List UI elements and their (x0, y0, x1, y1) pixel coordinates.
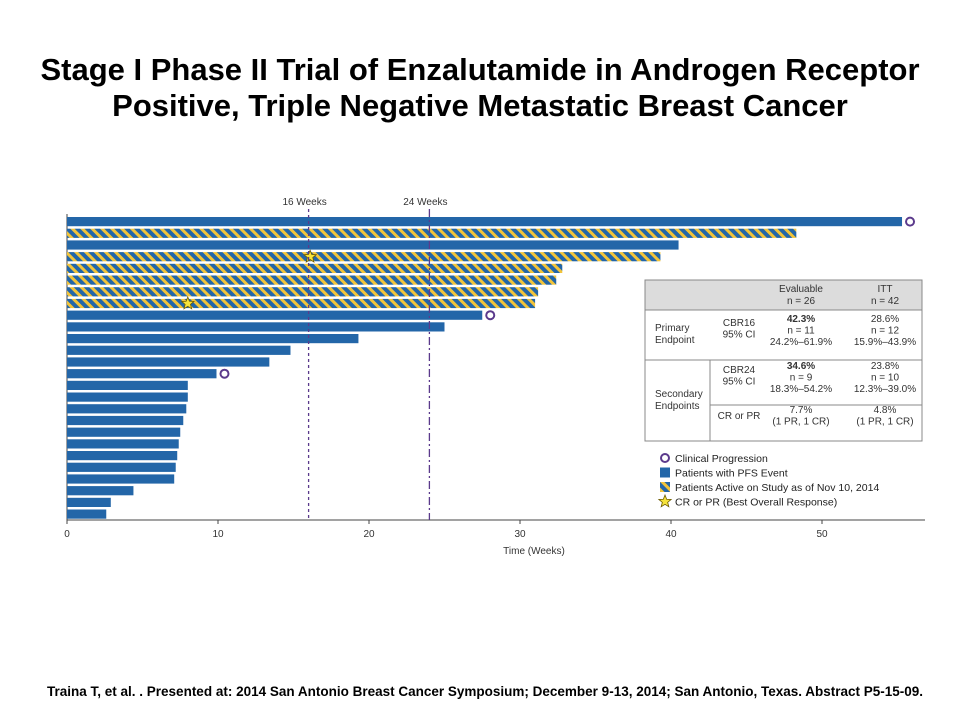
patient-bar (67, 345, 291, 355)
legend-progression-icon (660, 453, 670, 463)
patient-bar (67, 451, 178, 461)
legend-star-icon (657, 493, 673, 508)
table-header-bg (645, 280, 922, 310)
response-star (180, 295, 196, 310)
table-cell-itt: 28.6% (871, 314, 899, 325)
progression-marker (219, 368, 230, 379)
patient-bar (67, 252, 661, 262)
progression-marker (485, 310, 496, 321)
patient-bar (67, 392, 188, 402)
patient-bar (67, 263, 563, 273)
table-group-label: Endpoints (655, 401, 699, 412)
patient-bar (67, 228, 797, 238)
table-metric: CR or PR (718, 411, 761, 422)
reference-line-label: 24 Weeks (403, 197, 447, 208)
legend-label: Clinical Progression (675, 453, 768, 465)
table-cell-itt: (1 PR, 1 CR) (856, 417, 913, 428)
table-cell-evaluable: 7.7% (790, 405, 813, 416)
legend-pfs-swatch (660, 467, 670, 478)
table-cell-evaluable: 18.3%–54.2% (770, 384, 832, 395)
x-axis-label: Time (Weeks) (503, 546, 565, 557)
patient-bar (67, 357, 270, 367)
patient-bar (67, 287, 539, 297)
table-cell-itt: 15.9%–43.9% (854, 337, 916, 348)
x-tick-label: 30 (514, 529, 526, 540)
table-cell-evaluable: 42.3% (787, 314, 815, 325)
patient-bar (67, 369, 217, 379)
x-tick-label: 40 (665, 529, 677, 540)
table-cell-evaluable: 24.2%–61.9% (770, 337, 832, 348)
patient-bar (67, 275, 557, 285)
x-tick-label: 50 (816, 529, 828, 540)
patient-bar (67, 497, 111, 507)
legend-label: Patients with PFS Event (675, 468, 788, 480)
patient-bar (67, 310, 483, 320)
table-cell-evaluable: n = 11 (787, 326, 815, 337)
table-cell-evaluable: n = 9 (790, 373, 813, 384)
patient-bar (67, 474, 175, 484)
legend-label: CR or PR (Best Overall Response) (675, 497, 837, 509)
reference-line-label: 16 Weeks (282, 197, 326, 208)
citation: Traina T, et al. . Presented at: 2014 Sa… (47, 684, 924, 699)
endpoint-table: Evaluable ITT n = 26 n = 42 42.3%n = 1124.2%… (644, 279, 923, 442)
table-metric: CBR24 (723, 365, 756, 376)
patient-bar (67, 486, 134, 496)
patient-bar (67, 380, 188, 390)
table-metric: 95% CI (723, 330, 756, 341)
table-cell-itt: n = 12 (871, 326, 900, 337)
table-metric: 95% CI (723, 377, 756, 388)
table-metric: CBR16 (723, 318, 756, 329)
table-header-evaluable: n = 26 (787, 296, 816, 307)
patient-bar (67, 217, 903, 227)
table-cell-itt: 12.3%–39.0% (854, 384, 916, 395)
x-tick-label: 10 (212, 529, 224, 540)
chart-legend: Clinical Progression Patients with PFS Ev… (657, 453, 879, 509)
table-group-label: Secondary (655, 389, 703, 400)
patient-bar (67, 240, 679, 250)
slide-title: Stage I Phase II Trial of Enzalutamide i… (40, 52, 920, 123)
patient-bar (67, 334, 359, 344)
patient-bar (67, 298, 536, 309)
patient-bar (67, 322, 445, 332)
table-cell-evaluable: (1 PR, 1 CR) (772, 417, 829, 428)
patient-bar (67, 509, 107, 519)
patient-bar (67, 462, 176, 472)
patient-bar (67, 427, 181, 437)
patient-bar (67, 404, 187, 414)
table-cell-itt: n = 10 (871, 373, 900, 384)
patient-bar (67, 415, 184, 426)
table-cell-itt: 4.8% (874, 405, 897, 416)
progression-marker (905, 216, 916, 227)
x-tick-label: 0 (64, 529, 70, 540)
table-header-evaluable: Evaluable (779, 284, 823, 295)
legend-label: Patients Active on Study as of Nov 10, 2… (675, 482, 879, 494)
table-group-label: Primary (655, 323, 689, 334)
response-star (302, 249, 318, 263)
legend-active-swatch (660, 482, 670, 492)
x-tick-label: 20 (363, 529, 375, 540)
table-header-itt: n = 42 (871, 296, 900, 307)
table-group-label: Endpoint (655, 335, 695, 346)
table-cell-evaluable: 34.6% (787, 361, 815, 372)
table-cell-itt: 23.8% (871, 361, 899, 372)
table-header-itt: ITT (878, 284, 893, 295)
patient-bar (67, 439, 179, 449)
